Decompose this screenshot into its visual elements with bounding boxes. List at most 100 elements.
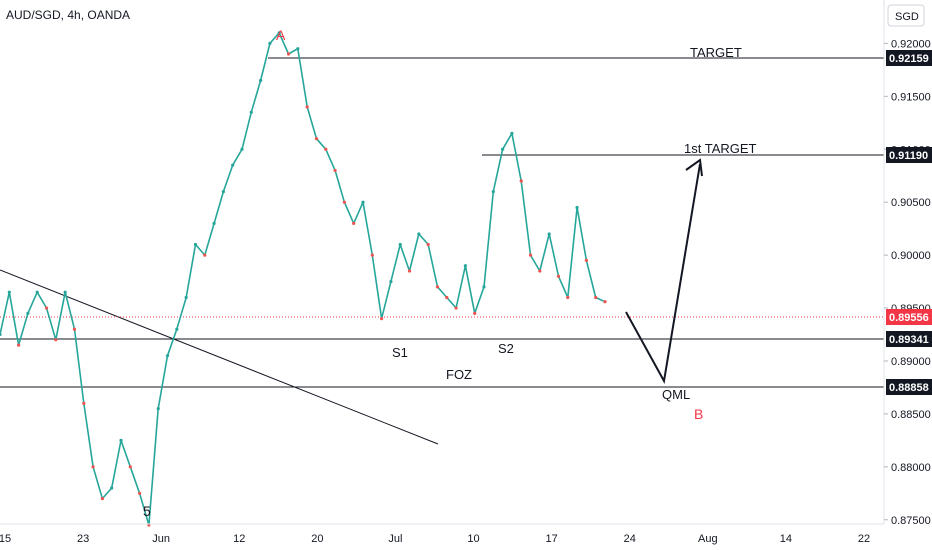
price-point xyxy=(305,105,309,109)
price-point xyxy=(277,31,281,35)
price-point xyxy=(519,179,523,183)
price-point xyxy=(17,343,21,347)
price-point xyxy=(26,311,30,315)
price-point xyxy=(72,327,77,331)
price-point xyxy=(240,147,244,151)
price-point xyxy=(361,200,365,204)
label-first-target: 1st TARGET xyxy=(684,141,757,156)
descending-trendline[interactable] xyxy=(0,269,439,445)
price-point xyxy=(407,269,412,273)
arrow-head-icon xyxy=(685,158,703,177)
price-point xyxy=(54,338,58,342)
price-point xyxy=(165,354,170,358)
price-point xyxy=(417,232,421,236)
price-point xyxy=(259,78,263,83)
label-b: B xyxy=(694,406,703,422)
y-axis-ticks[interactable]: 0.920000.915000.910000.905000.900000.895… xyxy=(884,38,931,527)
price-point xyxy=(556,274,561,278)
label-5: 5 xyxy=(143,503,151,519)
price-point xyxy=(398,242,402,247)
price-point xyxy=(482,285,486,289)
price-point xyxy=(603,300,607,304)
y-tick-label: 0.87500 xyxy=(891,515,931,527)
label-a: A xyxy=(276,27,286,43)
label-target: TARGET xyxy=(690,45,742,60)
badge-s-level: 0.89341 xyxy=(889,334,929,346)
badge-first-target: 0.91190 xyxy=(889,150,928,162)
y-tick-label: 0.91500 xyxy=(891,91,931,103)
price-point xyxy=(138,491,142,495)
price-point xyxy=(389,279,393,284)
price-point xyxy=(249,110,253,114)
price-point xyxy=(221,190,225,194)
price-point xyxy=(473,311,477,315)
price-point xyxy=(44,306,49,310)
price-point xyxy=(35,290,39,294)
y-tick-label: 0.90500 xyxy=(891,197,931,209)
x-tick-label: Jun xyxy=(152,533,170,545)
price-points xyxy=(0,31,607,527)
price-point xyxy=(175,327,179,331)
price-point xyxy=(193,242,198,247)
price-point xyxy=(212,221,216,225)
price-point xyxy=(324,147,328,151)
x-tick-label: 22 xyxy=(858,533,870,545)
price-point xyxy=(286,52,291,56)
x-tick-label: 17 xyxy=(546,533,558,545)
label-qml: QML xyxy=(662,387,690,402)
price-point xyxy=(333,168,337,173)
price-point xyxy=(119,438,123,442)
price-point xyxy=(528,253,533,257)
price-point xyxy=(63,290,67,294)
price-point xyxy=(445,295,449,300)
price-point xyxy=(575,205,579,210)
price-point xyxy=(100,496,104,501)
label-s2: S2 xyxy=(498,341,514,356)
badge-current-bg xyxy=(886,309,932,325)
price-series-line xyxy=(0,31,606,526)
currency-button[interactable] xyxy=(887,4,925,27)
price-point xyxy=(203,253,207,257)
x-tick-label: 12 xyxy=(233,533,245,545)
price-point xyxy=(510,131,514,135)
price-point xyxy=(463,264,467,268)
y-tick-label: 0.92000 xyxy=(891,38,931,50)
currency-button-label: SGD xyxy=(895,11,919,23)
price-point xyxy=(91,465,95,469)
x-axis-ticks[interactable]: 15 23 Jun 12 20 Jul 10 17 24 Aug 14 22 xyxy=(0,533,870,545)
x-tick-label: Aug xyxy=(698,533,718,545)
price-point xyxy=(370,253,374,257)
price-point xyxy=(538,269,542,273)
price-point xyxy=(501,147,505,151)
price-point xyxy=(380,317,384,321)
price-point xyxy=(426,242,430,247)
price-point xyxy=(231,163,235,167)
price-point xyxy=(352,221,356,225)
price-point xyxy=(296,47,300,51)
plot-area[interactable] xyxy=(0,0,884,524)
y-tick-label: 0.88500 xyxy=(891,409,931,421)
x-tick-label: 24 xyxy=(624,533,636,545)
badge-first-target-bg xyxy=(886,147,932,163)
price-point xyxy=(594,295,598,300)
projection-path[interactable] xyxy=(625,163,701,385)
x-tick-label: 23 xyxy=(77,533,89,545)
badge-target-bg xyxy=(886,50,932,66)
price-point xyxy=(314,137,319,141)
y-tick-label: 0.89000 xyxy=(891,356,931,368)
price-point xyxy=(7,290,11,294)
y-tick-label: 0.90000 xyxy=(891,250,931,262)
price-point xyxy=(547,232,551,236)
x-tick-label: 14 xyxy=(780,533,792,545)
badge-s-level-bg xyxy=(886,331,932,347)
price-point xyxy=(110,486,114,490)
price-point xyxy=(268,41,272,46)
badge-foz-bg xyxy=(886,379,932,395)
symbol-title: AUD/SGD, 4h, OANDA xyxy=(6,8,130,22)
badge-target: 0.92159 xyxy=(889,53,929,65)
price-point xyxy=(184,295,188,300)
x-tick-label: 10 xyxy=(467,533,479,545)
x-tick-label: Jul xyxy=(388,533,402,545)
